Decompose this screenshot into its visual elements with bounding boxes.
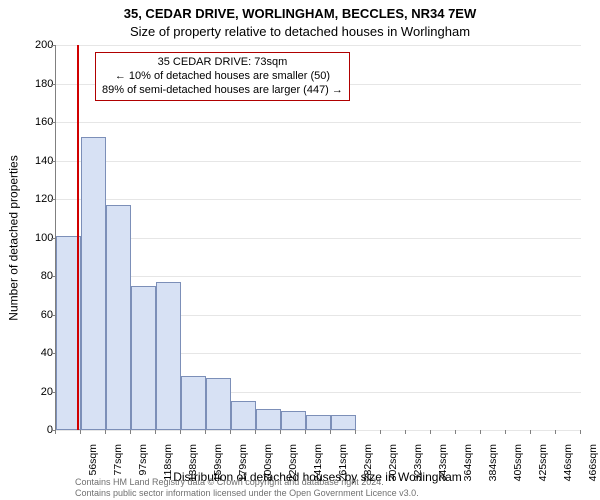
x-tick-label: 179sqm <box>237 444 249 484</box>
histogram-bar <box>331 415 356 430</box>
y-tick-mark <box>51 353 55 354</box>
x-tick-label: 302sqm <box>387 444 399 484</box>
x-tick-mark <box>80 430 81 434</box>
x-tick-mark <box>455 430 456 434</box>
y-tick-mark <box>51 392 55 393</box>
x-tick-mark <box>555 430 556 434</box>
chart-root: 35, CEDAR DRIVE, WORLINGHAM, BECCLES, NR… <box>0 0 600 500</box>
annotation-line: 89% of semi-detached houses are larger (… <box>102 84 343 98</box>
x-tick-label: 446sqm <box>562 444 574 484</box>
histogram-bar <box>81 137 106 430</box>
histogram-bar <box>206 378 231 430</box>
x-tick-mark <box>280 430 281 434</box>
x-tick-label: 384sqm <box>487 444 499 484</box>
x-tick-label: 138sqm <box>187 444 199 484</box>
x-tick-mark <box>155 430 156 434</box>
y-tick-mark <box>51 45 55 46</box>
histogram-bar <box>281 411 306 430</box>
gridline <box>56 199 581 200</box>
histogram-bar <box>231 401 256 430</box>
x-tick-mark <box>55 430 56 434</box>
x-tick-label: 77sqm <box>112 444 124 484</box>
chart-title-address: 35, CEDAR DRIVE, WORLINGHAM, BECCLES, NR… <box>0 6 600 21</box>
histogram-bar <box>156 282 181 430</box>
plot-area <box>55 45 581 431</box>
histogram-bar <box>256 409 281 430</box>
y-axis-label-text: Number of detached properties <box>7 155 21 320</box>
annotation-line: ← 10% of detached houses are smaller (50… <box>102 70 343 84</box>
histogram-bar <box>306 415 331 430</box>
x-tick-label: 220sqm <box>287 444 299 484</box>
gridline <box>56 430 581 431</box>
y-axis-label: Number of detached properties <box>6 45 22 430</box>
gridline <box>56 161 581 162</box>
x-tick-label: 466sqm <box>587 444 599 484</box>
x-tick-label: 241sqm <box>312 444 324 484</box>
x-tick-label: 405sqm <box>512 444 524 484</box>
x-tick-mark <box>305 430 306 434</box>
x-tick-label: 118sqm <box>162 444 174 484</box>
histogram-bar <box>181 376 206 430</box>
x-tick-mark <box>255 430 256 434</box>
y-tick-mark <box>51 315 55 316</box>
y-tick-mark <box>51 122 55 123</box>
x-tick-mark <box>505 430 506 434</box>
y-tick-mark <box>51 276 55 277</box>
chart-title-desc: Size of property relative to detached ho… <box>0 24 600 39</box>
y-tick-mark <box>51 161 55 162</box>
x-tick-mark <box>205 430 206 434</box>
x-tick-label: 364sqm <box>462 444 474 484</box>
y-tick-mark <box>51 199 55 200</box>
x-tick-mark <box>580 430 581 434</box>
x-tick-mark <box>105 430 106 434</box>
x-tick-label: 97sqm <box>137 444 149 484</box>
x-tick-mark <box>330 430 331 434</box>
gridline <box>56 238 581 239</box>
x-tick-mark <box>130 430 131 434</box>
annotation-line: 35 CEDAR DRIVE: 73sqm <box>102 56 343 70</box>
x-tick-label: 343sqm <box>437 444 449 484</box>
x-tick-label: 425sqm <box>537 444 549 484</box>
x-tick-mark <box>355 430 356 434</box>
x-tick-label: 323sqm <box>412 444 424 484</box>
annotation-box: 35 CEDAR DRIVE: 73sqm← 10% of detached h… <box>95 52 350 101</box>
x-tick-mark <box>230 430 231 434</box>
x-tick-label: 261sqm <box>337 444 349 484</box>
x-tick-mark <box>180 430 181 434</box>
gridline <box>56 45 581 46</box>
x-tick-mark <box>430 430 431 434</box>
x-tick-label: 159sqm <box>212 444 224 484</box>
histogram-bar <box>131 286 156 430</box>
y-tick-mark <box>51 84 55 85</box>
x-tick-mark <box>380 430 381 434</box>
x-tick-mark <box>480 430 481 434</box>
footer-line2: Contains public sector information licen… <box>75 488 419 498</box>
x-tick-label: 200sqm <box>262 444 274 484</box>
x-tick-mark <box>530 430 531 434</box>
y-tick-mark <box>51 238 55 239</box>
reference-line <box>77 45 79 430</box>
x-tick-label: 282sqm <box>362 444 374 484</box>
histogram-bar <box>106 205 131 430</box>
x-tick-label: 56sqm <box>87 444 99 484</box>
gridline <box>56 276 581 277</box>
x-tick-mark <box>405 430 406 434</box>
gridline <box>56 122 581 123</box>
